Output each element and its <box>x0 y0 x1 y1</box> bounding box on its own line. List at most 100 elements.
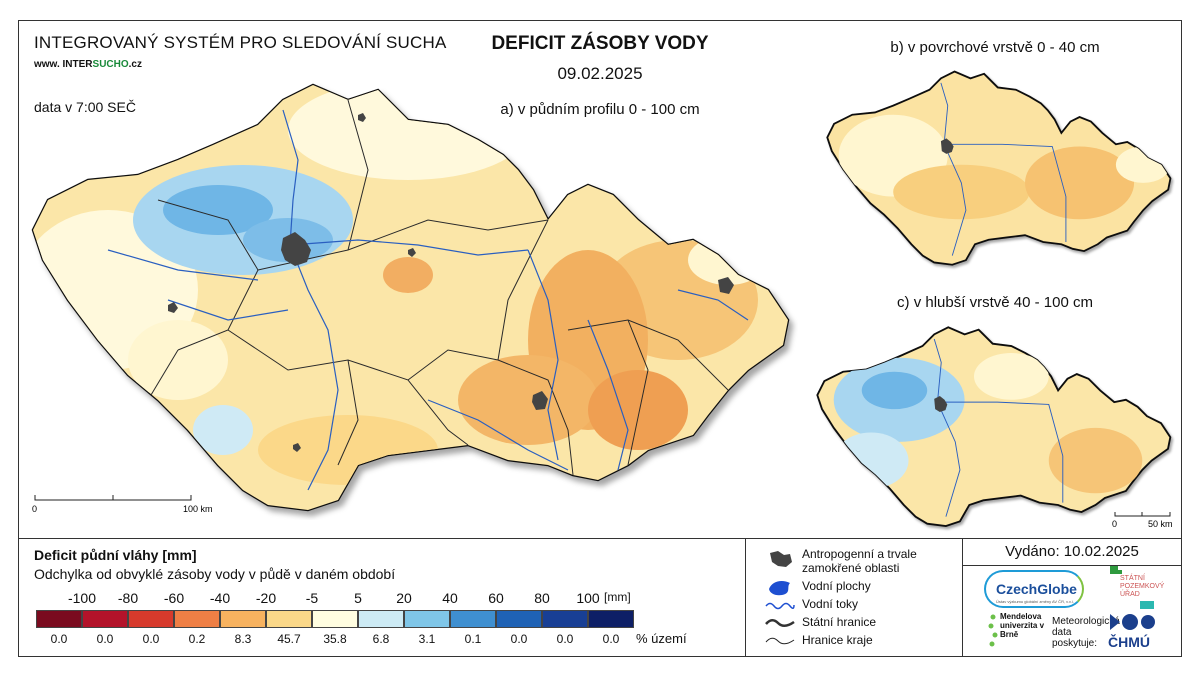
legend-divider-left <box>745 538 746 657</box>
issued-date: Vydáno: 10.02.2025 <box>1005 543 1139 560</box>
data-time: data v 7:00 SEČ <box>34 99 136 115</box>
legend-percent: 35.8 <box>323 632 347 646</box>
map-c <box>816 326 1172 527</box>
legend-unit: [mm] <box>604 590 631 604</box>
urban-area-brno <box>532 391 548 410</box>
map-b-urban-praha <box>940 138 954 154</box>
legend-tick-label: 40 <box>442 590 458 606</box>
legend-swatch <box>82 610 128 628</box>
website-prefix: www. INTER <box>34 59 93 70</box>
legend-swatch <box>266 610 312 628</box>
legend-percent-unit: % území <box>636 631 687 646</box>
legend-divider <box>18 538 1182 539</box>
legend-swatch <box>358 610 404 628</box>
urban-areas <box>168 113 734 452</box>
map-c-urban-praha <box>934 396 948 412</box>
legend-swatch <box>404 610 450 628</box>
mendel-logo-icon <box>988 614 998 647</box>
legend-percent: 0.0 <box>602 632 620 646</box>
legend-tick-label: 100 <box>576 590 600 606</box>
key-rivers-label: Vodní toky <box>802 597 859 611</box>
region-borders <box>147 99 729 476</box>
small-scale-zero: 0 <box>1112 519 1117 529</box>
legend-tick-label: -40 <box>209 590 231 606</box>
river-icon <box>765 602 795 610</box>
czechglobe-logo-text: CzechGlobe <box>996 581 1077 597</box>
legend-tick-label: 60 <box>488 590 504 606</box>
state-border-icon <box>765 619 795 627</box>
legend-swatch <box>496 610 542 628</box>
legend-tick-label: -5 <box>305 590 319 606</box>
urban-area-liberec <box>358 113 366 122</box>
legend-tick-label: 20 <box>396 590 412 606</box>
map-b-rivers <box>940 82 1067 256</box>
urban-area-praha <box>281 232 311 266</box>
main-scale-bar: 0 100 km <box>32 495 213 514</box>
legend-tick-label: -80 <box>117 590 139 606</box>
legend-percent: 0.1 <box>464 632 482 646</box>
urban-area-budejovice <box>293 443 301 452</box>
legend-tick-label: 5 <box>354 590 362 606</box>
legend-swatch <box>128 610 174 628</box>
legend-swatch <box>450 610 496 628</box>
figure-frame <box>18 20 1182 657</box>
map-c-title: c) v hlubší vrstvě 40 - 100 cm <box>897 294 1093 311</box>
map-c-rivers <box>933 338 1064 517</box>
website-accent: SUCHO <box>92 59 129 70</box>
legend-swatch <box>220 610 266 628</box>
legend-percent: 0.0 <box>142 632 160 646</box>
website-suffix: .cz <box>128 59 142 70</box>
key-state-border-label: Státní hranice <box>802 615 877 629</box>
main-scale-zero: 0 <box>32 504 37 514</box>
legend-percent: 0.0 <box>50 632 68 646</box>
legend-percent: 0.2 <box>188 632 206 646</box>
legend-swatch <box>36 610 82 628</box>
key-urban-label: Antropogenní a trvale zamokřené oblasti <box>802 547 917 575</box>
urban-area-ostrava <box>718 277 734 294</box>
legend-percent: 6.8 <box>372 632 390 646</box>
legend-divider-right <box>962 538 963 657</box>
legend-percent: 0.0 <box>96 632 114 646</box>
legend-swatch <box>312 610 358 628</box>
chmu-logo-text: ČHMÚ <box>1108 634 1150 650</box>
water-body-icon <box>769 581 790 596</box>
legend-tick-label: 80 <box>534 590 550 606</box>
mendel-logo-text: Mendelova univerzita v Brně <box>1000 612 1045 639</box>
spu-logo-text: STÁTNÍ POZEMKOVÝ ÚŘAD <box>1120 575 1165 598</box>
small-scale-bar: 0 50 km <box>1112 512 1173 529</box>
page-title: DEFICIT ZÁSOBY VODY <box>491 33 709 54</box>
key-region-border-label: Hranice kraje <box>802 633 873 647</box>
legend-title: Deficit půdní vláhy [mm] <box>34 547 197 563</box>
map-b-raster <box>838 114 1171 220</box>
czechglobe-logo: CzechGlobe Ústav výzkumu globální změny … <box>984 570 1084 608</box>
main-scale-end: 100 km <box>183 504 213 514</box>
legend-percent: 8.3 <box>234 632 252 646</box>
system-title: INTEGROVANÝ SYSTÉM PRO SLEDOVÁNÍ SUCHA <box>34 33 447 52</box>
provider-label: Meteorologická data poskytuje: <box>1052 616 1120 649</box>
legend-subtitle: Odchylka od obvyklé zásoby vody v půdě v… <box>34 566 396 582</box>
legend-swatch <box>588 610 634 628</box>
urban-area-icon <box>770 551 792 567</box>
legend-percent: 0.0 <box>510 632 528 646</box>
spu-logo-icon <box>1110 566 1122 574</box>
legend-percent: 45.7 <box>277 632 301 646</box>
region-border-icon <box>765 637 795 645</box>
legend-swatch <box>542 610 588 628</box>
legend-tick-label: -20 <box>255 590 277 606</box>
chmu-logo-icon <box>1110 614 1155 630</box>
small-scale-end: 50 km <box>1148 519 1173 529</box>
legend-tick-label: -60 <box>163 590 185 606</box>
key-water-bodies-label: Vodní plochy <box>802 579 871 593</box>
urban-area-plzen <box>168 302 178 313</box>
legend-percent: 3.1 <box>418 632 436 646</box>
czechglobe-logo-sub: Ústav výzkumu globální změny AV ČR, v.v.… <box>996 599 1074 604</box>
legend-tick-label: -100 <box>67 590 97 606</box>
rivers <box>107 109 749 491</box>
issued-divider <box>962 565 1182 566</box>
map-b-title: b) v povrchové vrstvě 0 - 40 cm <box>890 39 1100 56</box>
urban-area-hradec <box>408 248 416 257</box>
spu-accent-icon <box>1140 601 1154 609</box>
legend-swatch <box>174 610 220 628</box>
website-link[interactable]: www. INTERSUCHO.cz <box>34 59 142 70</box>
main-map: 0 100 km <box>31 83 790 514</box>
